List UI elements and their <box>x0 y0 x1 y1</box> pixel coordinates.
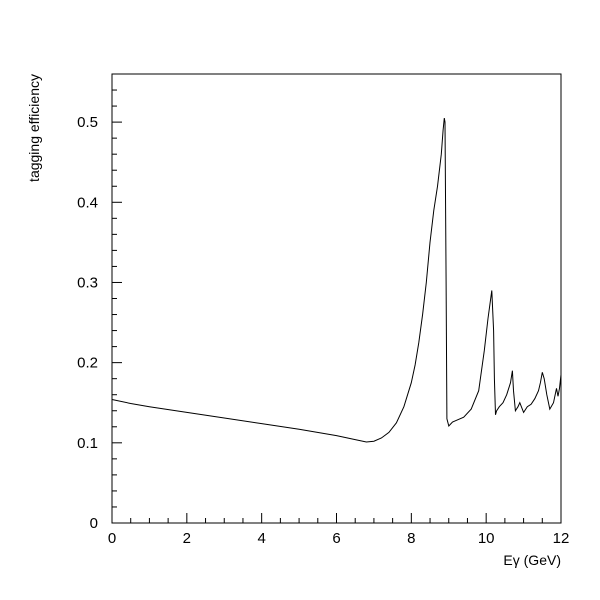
x-tick-label: 10 <box>478 530 495 547</box>
y-tick-label: 0.2 <box>77 355 98 372</box>
x-tick-label: 6 <box>332 530 340 547</box>
x-tick-label: 12 <box>553 530 570 547</box>
x-tick-label: 2 <box>183 530 191 547</box>
y-tick-label: 0.4 <box>77 194 98 211</box>
x-axis-tick-labels: 0 2 4 6 8 10 12 <box>108 530 570 547</box>
x-tick-label: 4 <box>257 530 265 547</box>
plot-frame <box>111 73 562 524</box>
x-tick-label: 0 <box>108 530 116 547</box>
y-axis-title: tagging efficiency <box>26 74 42 182</box>
x-axis-ticks <box>111 513 562 523</box>
y-tick-label: 0.3 <box>77 274 98 291</box>
y-tick-label: 0.5 <box>77 114 98 131</box>
y-axis-ticks <box>112 73 122 524</box>
x-axis-title: Eγ (GeV) <box>503 552 561 568</box>
y-axis-tick-labels: 0 0.1 0.2 0.3 0.4 0.5 <box>77 114 98 532</box>
y-tick-label: 0.1 <box>77 435 98 452</box>
x-tick-label: 8 <box>407 530 415 547</box>
efficiency-series-line <box>111 118 562 443</box>
y-tick-label: 0 <box>90 515 98 532</box>
